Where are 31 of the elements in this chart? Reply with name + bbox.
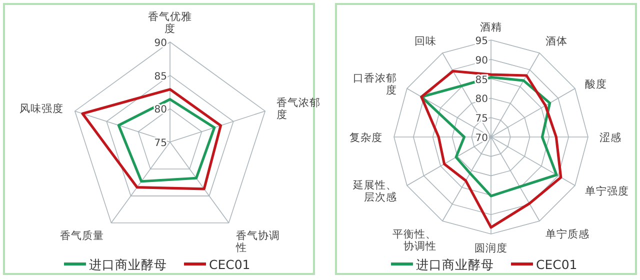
spoke-label: 回味 xyxy=(414,34,437,48)
spoke-label: 香气优雅度 xyxy=(148,10,192,35)
y-tick-label: 75 xyxy=(154,138,167,149)
y-tick-label: 70 xyxy=(475,133,488,144)
y-tick-label: 75 xyxy=(475,114,488,125)
spoke-label: 单宁强度 xyxy=(585,184,630,198)
spoke-label: 圆润度 xyxy=(474,242,508,255)
y-tick-label: 80 xyxy=(154,104,167,116)
spoke-label: 香气质量 xyxy=(60,228,104,242)
y-tick-label: 90 xyxy=(154,38,167,49)
legend-label: 进口商业酵母 xyxy=(416,257,494,272)
y-tick-label: 85 xyxy=(475,74,488,86)
spoke-label: 香气协调性 xyxy=(234,228,280,254)
spoke-label: 延展性、层次感 xyxy=(352,179,397,204)
spoke-label: 口香浓郁度 xyxy=(352,72,397,97)
y-tick-label: 95 xyxy=(475,36,488,47)
spoke-label: 酸度 xyxy=(585,78,608,91)
y-tick-label: 80 xyxy=(475,94,488,106)
y-tick-label: 90 xyxy=(475,55,488,66)
spoke-label: 风味强度 xyxy=(19,102,64,116)
spoke-label: 单宁质感 xyxy=(545,227,590,240)
legend-label: CEC01 xyxy=(536,257,578,272)
legend-label: CEC01 xyxy=(209,257,250,272)
spoke-label: 涩感 xyxy=(600,131,622,144)
spoke-label: 复杂度 xyxy=(349,131,382,144)
spoke-label: 香气浓郁度 xyxy=(276,96,321,122)
spoke-label: 酒体 xyxy=(545,34,568,48)
spoke-label: 酒精 xyxy=(480,20,502,34)
y-tick-label: 85 xyxy=(154,71,167,82)
legend-label: 进口商业酵母 xyxy=(89,257,167,272)
spoke-label: 平衡性、协调性 xyxy=(392,228,437,252)
